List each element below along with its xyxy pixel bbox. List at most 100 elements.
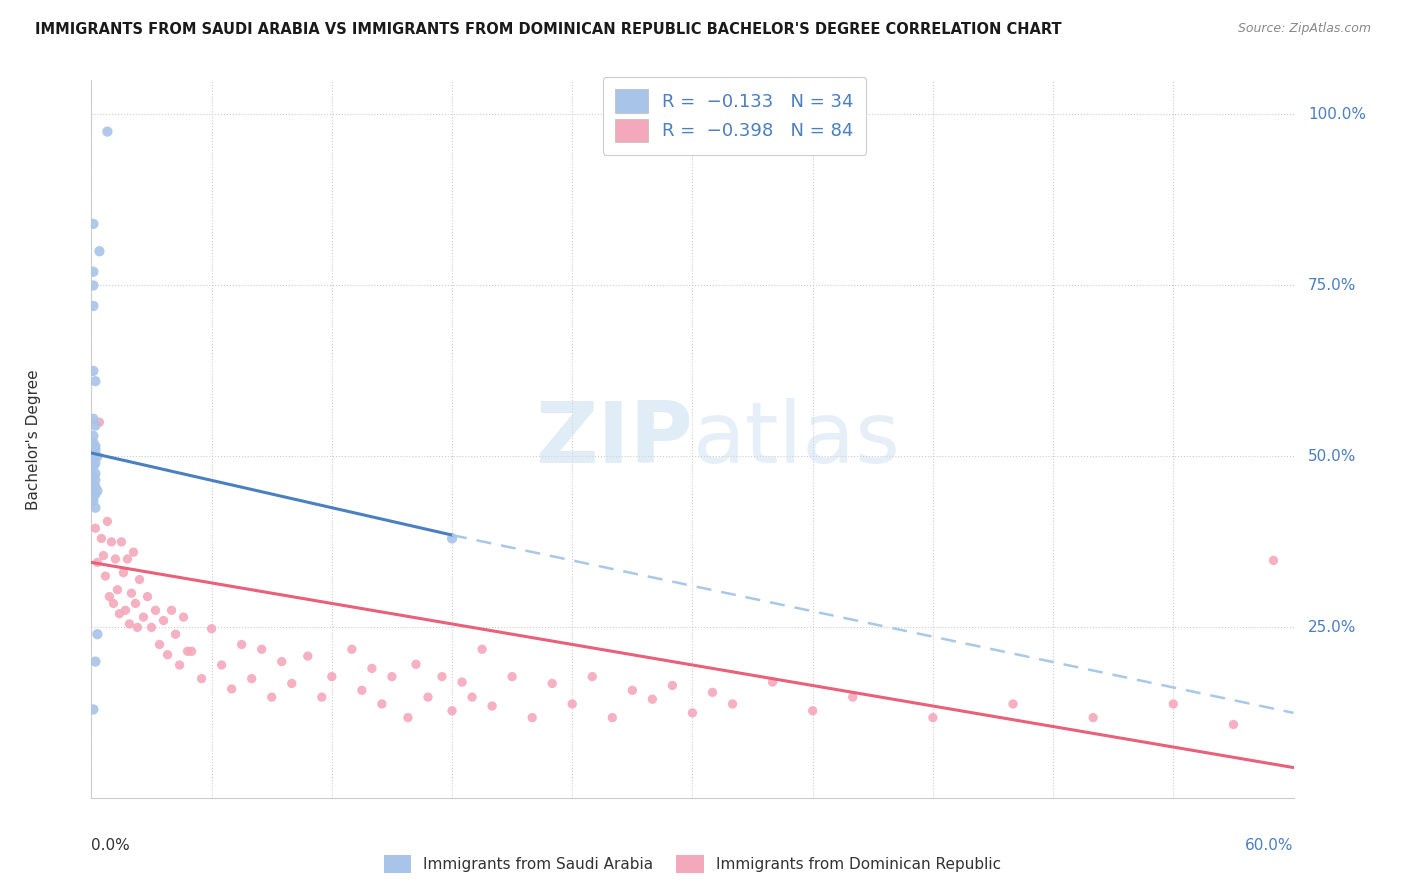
Point <box>96 514 118 528</box>
Point <box>169 658 191 673</box>
Point <box>1222 717 1244 731</box>
Point <box>522 711 544 725</box>
Point <box>82 470 104 484</box>
Point <box>173 610 195 624</box>
Point <box>136 590 159 604</box>
Point <box>451 675 474 690</box>
Text: atlas: atlas <box>692 398 900 481</box>
Point <box>82 702 104 716</box>
Point <box>82 435 104 450</box>
Point <box>128 573 150 587</box>
Point <box>121 586 143 600</box>
Point <box>84 374 107 388</box>
Point <box>82 278 104 293</box>
Point <box>1083 711 1105 725</box>
Point <box>112 566 135 580</box>
Point <box>416 690 439 705</box>
Point <box>211 658 233 673</box>
Point <box>430 670 453 684</box>
Point <box>541 676 564 690</box>
Point <box>84 473 107 487</box>
Point <box>340 642 363 657</box>
Point <box>122 545 145 559</box>
Point <box>360 661 382 675</box>
Point <box>396 711 419 725</box>
Point <box>160 603 183 617</box>
Point <box>118 617 141 632</box>
Point <box>661 678 683 692</box>
Point <box>98 590 121 604</box>
Point <box>922 711 945 725</box>
Text: IMMIGRANTS FROM SAUDI ARABIA VS IMMIGRANTS FROM DOMINICAN REPUBLIC BACHELOR'S DE: IMMIGRANTS FROM SAUDI ARABIA VS IMMIGRAN… <box>35 22 1062 37</box>
Point <box>501 670 523 684</box>
Point <box>190 672 212 686</box>
Text: Bachelor's Degree: Bachelor's Degree <box>27 369 41 509</box>
Point <box>1263 553 1285 567</box>
Point <box>221 681 243 696</box>
Point <box>841 690 863 705</box>
Point <box>762 675 785 690</box>
Point <box>107 582 129 597</box>
Point <box>165 627 187 641</box>
Point <box>1001 697 1024 711</box>
Point <box>82 450 104 464</box>
Point <box>84 487 107 501</box>
Point <box>371 697 394 711</box>
Point <box>231 637 253 651</box>
Point <box>148 637 170 651</box>
Point <box>471 642 494 657</box>
Point <box>110 534 132 549</box>
Text: ZIP: ZIP <box>534 398 692 481</box>
Point <box>270 655 292 669</box>
Point <box>180 644 202 658</box>
Point <box>84 521 107 535</box>
Point <box>561 697 583 711</box>
Point <box>82 476 104 491</box>
Point <box>86 450 108 464</box>
Point <box>127 620 149 634</box>
Point <box>82 459 104 474</box>
Point <box>82 364 104 378</box>
Point <box>82 493 104 508</box>
Point <box>321 670 343 684</box>
Point <box>1163 697 1185 711</box>
Point <box>82 217 104 231</box>
Point <box>84 442 107 457</box>
Point <box>681 706 703 720</box>
Point <box>84 456 107 470</box>
Point <box>152 614 174 628</box>
Point <box>311 690 333 705</box>
Point <box>84 655 107 669</box>
Point <box>801 704 824 718</box>
Point <box>621 683 644 698</box>
Point <box>240 672 263 686</box>
Point <box>108 607 131 621</box>
Point <box>103 596 125 610</box>
Point <box>93 549 115 563</box>
Point <box>82 265 104 279</box>
Point <box>176 644 198 658</box>
Point <box>86 555 108 570</box>
Text: 25.0%: 25.0% <box>1308 620 1357 635</box>
Point <box>84 439 107 453</box>
Point <box>405 657 427 672</box>
Point <box>86 483 108 498</box>
Point <box>84 418 107 433</box>
Text: 0.0%: 0.0% <box>91 838 131 853</box>
Point <box>132 610 155 624</box>
Point <box>124 596 146 610</box>
Point <box>297 649 319 664</box>
Point <box>82 453 104 467</box>
Point <box>440 704 463 718</box>
Point <box>581 670 603 684</box>
Point <box>86 627 108 641</box>
Point <box>84 467 107 481</box>
Point <box>260 690 283 705</box>
Point <box>461 690 484 705</box>
Point <box>94 569 117 583</box>
Point <box>82 412 104 426</box>
Point <box>89 415 111 429</box>
Point <box>89 244 111 259</box>
Point <box>201 622 224 636</box>
Point <box>721 697 744 711</box>
